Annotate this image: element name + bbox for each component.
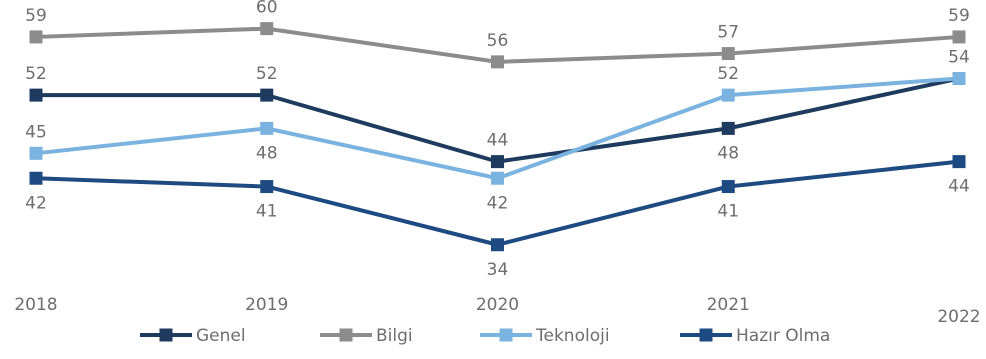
x-tick-2021: 2021 xyxy=(707,295,750,315)
data-label-bilgi-2022: 59 xyxy=(948,6,970,26)
legend: Genel Bilgi Teknoloji Hazır Olma xyxy=(140,326,830,346)
data-label-hazir-olma-2022: 44 xyxy=(948,177,970,197)
data-label-hazir-olma-2019: 41 xyxy=(256,202,278,222)
marker-bilgi-2019 xyxy=(260,22,274,36)
data-label-teknoloji-2021: 52 xyxy=(717,64,739,84)
marker-bilgi-2020 xyxy=(491,55,504,69)
legend-marker-teknoloji xyxy=(499,328,513,342)
legend-label-teknoloji: Teknoloji xyxy=(535,326,610,346)
marker-teknoloji-2019 xyxy=(260,121,274,135)
series-markers xyxy=(29,22,966,252)
marker-bilgi-2018 xyxy=(29,30,43,44)
legend-label-hazir-olma: Hazır Olma xyxy=(736,326,830,346)
data-label-hazir-olma-2018: 42 xyxy=(25,193,47,213)
data-label-bilgi-2018: 59 xyxy=(25,6,47,26)
marker-teknoloji-2022 xyxy=(952,72,966,85)
data-label-bilgi-2021: 57 xyxy=(717,23,739,43)
data-label-genel-2019: 52 xyxy=(256,64,278,84)
marker-teknoloji-2021 xyxy=(721,88,735,102)
data-label-genel-2018: 52 xyxy=(25,64,47,84)
marker-genel-2020 xyxy=(491,155,504,169)
data-label-teknoloji-2018: 45 xyxy=(25,122,47,142)
x-tick-2019: 2019 xyxy=(245,295,288,315)
data-label-hazir-olma-2020: 34 xyxy=(487,260,509,280)
marker-genel-2018 xyxy=(29,88,43,102)
marker-hazir-olma-2020 xyxy=(491,238,504,252)
data-label-bilgi-2020: 56 xyxy=(487,31,509,51)
x-tick-2022: 2022 xyxy=(937,307,980,327)
data-label-teknoloji-2019: 48 xyxy=(256,143,278,163)
data-labels: 59 60 56 57 59 52 52 44 48 54 45 48 42 52 42 41 34 41 44 xyxy=(25,0,970,280)
data-label-teknoloji-2020: 42 xyxy=(487,193,509,213)
marker-teknoloji-2018 xyxy=(29,146,43,160)
marker-hazir-olma-2021 xyxy=(721,180,735,194)
data-label-hazir-olma-2021: 41 xyxy=(717,202,739,222)
marker-hazir-olma-2019 xyxy=(260,180,274,194)
marker-genel-2021 xyxy=(721,121,735,135)
marker-teknoloji-2020 xyxy=(491,171,504,185)
data-label-genel-2021: 48 xyxy=(717,143,739,163)
data-label-genel-2020: 44 xyxy=(487,131,509,151)
legend-label-bilgi: Bilgi xyxy=(376,326,413,346)
marker-hazir-olma-2018 xyxy=(29,171,43,185)
marker-bilgi-2022 xyxy=(952,30,966,44)
data-label-bilgi-2019: 60 xyxy=(256,0,278,18)
marker-hazir-olma-2022 xyxy=(952,155,966,169)
x-tick-2020: 2020 xyxy=(476,295,519,315)
legend-marker-genel xyxy=(159,328,173,342)
legend-label-genel: Genel xyxy=(196,326,246,346)
data-label-genel-2022: 54 xyxy=(948,48,970,68)
legend-marker-bilgi xyxy=(339,328,353,342)
marker-bilgi-2021 xyxy=(721,47,735,61)
x-axis-ticks: 2018 2019 2020 2021 2022 xyxy=(14,295,980,327)
x-tick-2018: 2018 xyxy=(14,295,57,315)
marker-genel-2019 xyxy=(260,88,274,102)
legend-marker-hazir-olma xyxy=(699,328,713,342)
